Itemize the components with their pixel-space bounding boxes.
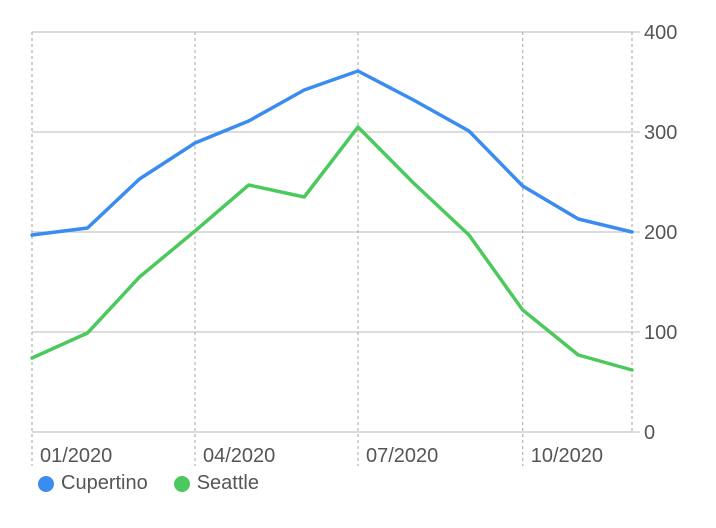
grid — [31, 31, 640, 466]
x-tick-label-10/2020: 10/2020 — [531, 445, 603, 467]
series-lines — [30, 69, 634, 372]
x-axis-ticks: 01/2020 04/2020 07/2020 10/2020 — [40, 445, 603, 467]
y-tick-label-300: 300 — [644, 122, 677, 144]
legend-label-seattle: Seattle — [196, 472, 259, 494]
y-tick-label-400: 400 — [644, 22, 677, 44]
series-line-seattle — [30, 125, 634, 372]
legend: Cupertino Seattle — [38, 472, 285, 495]
y-tick-label-200: 200 — [644, 222, 677, 244]
legend-item-cupertino: Cupertino — [38, 472, 148, 495]
y-axis-ticks: 0 100 200 300 400 — [644, 22, 677, 444]
legend-swatch-seattle — [173, 475, 190, 492]
x-tick-label-04/2020: 04/2020 — [203, 445, 275, 467]
y-tick-label-100: 100 — [644, 322, 677, 344]
y-tick-label-0: 0 — [644, 422, 655, 444]
legend-label-cupertino: Cupertino — [61, 472, 148, 494]
x-tick-label-01/2020: 01/2020 — [40, 445, 112, 467]
x-tick-label-07/2020: 07/2020 — [366, 445, 438, 467]
legend-swatch-cupertino — [38, 475, 54, 492]
series-line-cupertino — [30, 69, 634, 237]
legend-item-seattle: Seattle — [173, 472, 259, 495]
